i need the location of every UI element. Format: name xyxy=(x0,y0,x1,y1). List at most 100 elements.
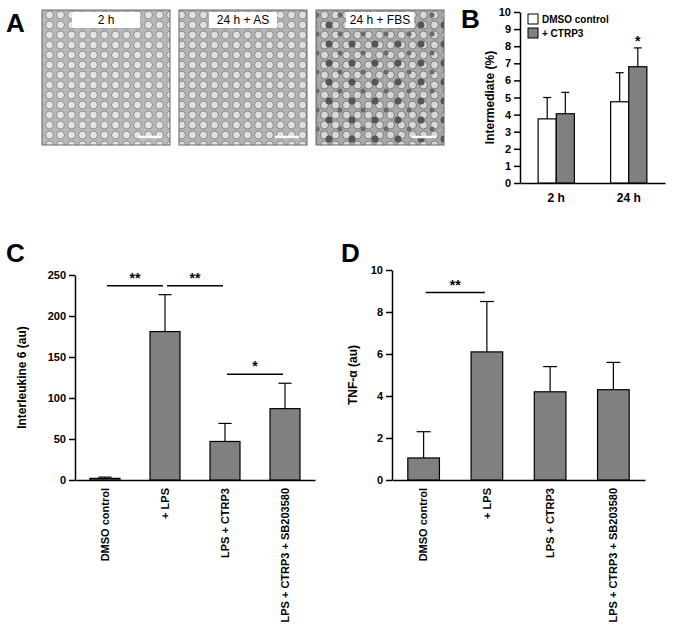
error-bar xyxy=(634,48,642,67)
error-bar-stem xyxy=(619,73,620,102)
panel-letter: B xyxy=(461,4,480,34)
error-bar-stem xyxy=(164,295,165,332)
tick: 200 xyxy=(48,310,75,322)
legend-label: + CTRP3 xyxy=(542,28,584,39)
bar xyxy=(471,352,503,480)
tick-mark xyxy=(514,46,520,48)
tick-label: LPS + CTRP3 xyxy=(544,488,556,558)
tick-mark xyxy=(69,439,75,441)
significance-label: ** xyxy=(450,277,461,293)
tick-label: 200 xyxy=(48,310,66,322)
tick-label: 2 h xyxy=(548,191,565,205)
tick-label: 10 xyxy=(371,264,383,276)
tick: 4 xyxy=(377,390,392,402)
label-bg xyxy=(346,12,414,28)
tick-label: 1 xyxy=(505,160,511,172)
tick: 5 xyxy=(505,92,520,104)
tick: 3 xyxy=(505,126,520,138)
tick-label: LPS + CTRP3 + SB203580 xyxy=(279,488,291,623)
significance-label: * xyxy=(252,358,258,374)
tick-mark xyxy=(69,275,75,277)
bar xyxy=(556,114,574,183)
bar xyxy=(629,67,647,183)
image-label: 24 h + FBS xyxy=(350,13,410,27)
annotation: ** xyxy=(107,270,163,286)
tick-mark xyxy=(69,398,75,400)
tick-label: 250 xyxy=(48,269,66,281)
tick-label: LPS + CTRP3 + SB203580 xyxy=(607,488,619,623)
error-bar xyxy=(606,362,620,389)
tick-mark xyxy=(386,312,392,314)
tick-mark xyxy=(386,270,392,272)
tick-mark xyxy=(514,166,520,168)
figure: A2 h24 h + AS24 h + FBSB0123456789102 h2… xyxy=(0,0,677,638)
tick: LPS + CTRP3 + SB203580 xyxy=(279,480,291,623)
tick-label: LPS + CTRP3 xyxy=(219,488,231,558)
y-axis: 012345678910 xyxy=(499,6,521,189)
error-bar-cap xyxy=(158,294,171,295)
tick: + LPS xyxy=(159,480,171,519)
error-bar xyxy=(278,383,291,408)
label-bg xyxy=(72,12,140,28)
y-axis: 0 2 4 6 8 10 xyxy=(371,264,393,486)
error-bar-stem xyxy=(637,48,638,67)
bar xyxy=(598,390,630,480)
tick-label: 0 xyxy=(60,474,66,486)
tick: 6 xyxy=(377,348,392,360)
error-bar xyxy=(480,302,494,352)
error-bar-cap xyxy=(218,423,231,424)
tick: 2 xyxy=(377,432,392,444)
tick-label: 5 xyxy=(505,92,511,104)
error-bar-stem xyxy=(224,423,225,441)
panel-letter: A xyxy=(6,8,25,38)
error-bar-cap xyxy=(278,383,291,384)
x-axis: 2 h 24 h xyxy=(521,183,666,205)
legend-swatch xyxy=(528,28,538,38)
bar xyxy=(611,102,629,183)
tick: LPS + CTRP3 xyxy=(219,480,231,558)
error-bar-cap xyxy=(417,431,431,432)
tick-mark xyxy=(386,480,392,482)
axis-line xyxy=(75,276,77,481)
tick: 8 xyxy=(377,306,392,318)
legend: DMSO control + CTRP3 xyxy=(528,14,609,39)
tick: 150 xyxy=(48,351,75,363)
error-bar xyxy=(543,367,557,392)
tick-mark xyxy=(386,396,392,398)
tick-label: 2 xyxy=(505,143,511,155)
label-bg xyxy=(209,12,277,28)
error-bar-cap xyxy=(616,72,624,73)
tick-label: 3 xyxy=(505,126,511,138)
error-bar xyxy=(417,432,431,458)
tick: 7 xyxy=(505,57,520,69)
tick: 10 xyxy=(371,264,392,276)
tick: 4 xyxy=(505,109,520,121)
tick-mark xyxy=(514,183,520,185)
tick: 10 xyxy=(499,6,520,18)
scale-bar xyxy=(275,136,299,139)
image-panel: 24 h + FBS xyxy=(316,10,444,145)
image-label: 24 h + AS xyxy=(217,13,269,27)
bar xyxy=(150,332,180,480)
tick-mark xyxy=(514,63,520,65)
image-panel: 2 h xyxy=(42,10,170,145)
error-bar-cap xyxy=(480,301,494,302)
tick: + LPS xyxy=(481,480,493,519)
tick-label: 24 h xyxy=(617,191,641,205)
tick: 1 xyxy=(505,160,520,172)
tick-label: 150 xyxy=(48,351,66,363)
panel-letter: D xyxy=(341,238,360,268)
tick-label: 0 xyxy=(377,474,383,486)
error-bar-cap xyxy=(606,362,620,363)
legend-label: DMSO control xyxy=(542,14,609,25)
error-bar-stem xyxy=(486,302,487,352)
tick: 9 xyxy=(505,23,520,35)
error-bar xyxy=(218,423,231,441)
annotation: * xyxy=(635,33,641,49)
error-bar-cap xyxy=(561,92,569,93)
tick-label: 50 xyxy=(54,433,66,445)
tick-label: 100 xyxy=(48,392,66,404)
tick: 24 h xyxy=(617,183,641,205)
tick: 100 xyxy=(48,392,75,404)
significance-label: ** xyxy=(190,270,201,286)
